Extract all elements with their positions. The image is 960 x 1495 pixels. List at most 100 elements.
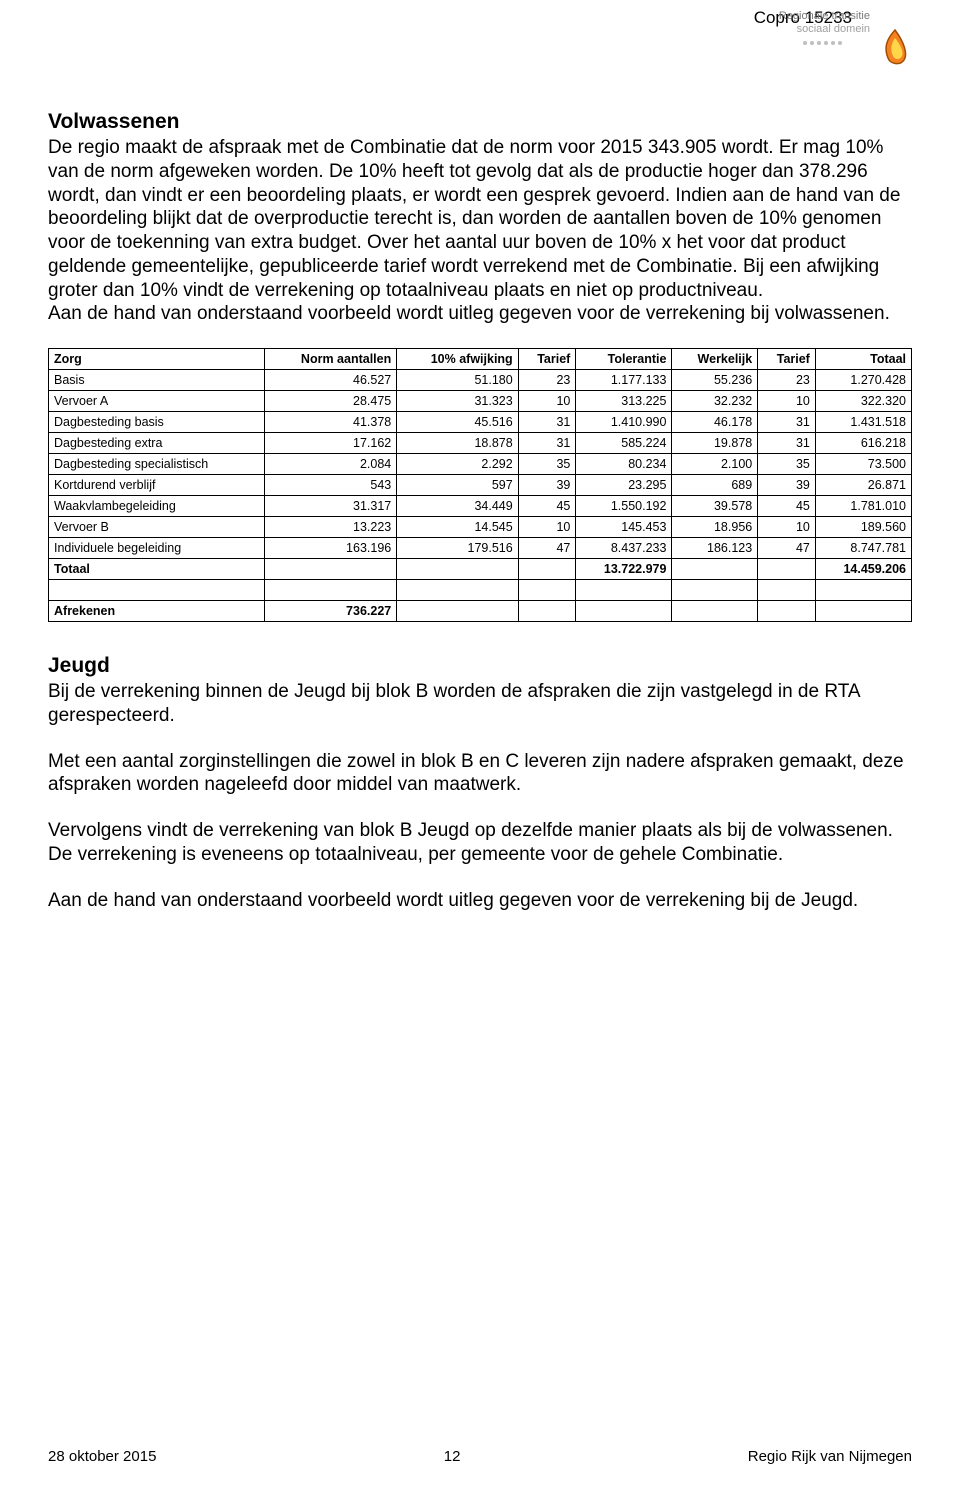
cell-value: 35 <box>518 454 576 475</box>
jeugd-heading: Jeugd <box>48 654 912 678</box>
cell-value: 45 <box>518 496 576 517</box>
empty-cell <box>397 580 518 601</box>
cell-value: 45.516 <box>397 412 518 433</box>
cell-label: Dagbesteding extra <box>49 433 265 454</box>
jeugd-p3: Vervolgens vindt de verrekening van blok… <box>48 819 912 867</box>
col-norm: Norm aantallen <box>264 349 396 370</box>
cell-value: 34.449 <box>397 496 518 517</box>
empty-cell <box>518 601 576 622</box>
logo-line1: Regionale transitie <box>779 10 870 22</box>
cell-value: 31.323 <box>397 391 518 412</box>
table-row-afrekenen: Afrekenen736.227 <box>49 601 912 622</box>
empty-cell <box>815 580 911 601</box>
cell-value: 31 <box>518 412 576 433</box>
cell-value: 10 <box>518 517 576 538</box>
totaal-value <box>672 559 758 580</box>
cell-value: 46.178 <box>672 412 758 433</box>
totaal-label: Totaal <box>49 559 265 580</box>
cell-label: Vervoer A <box>49 391 265 412</box>
cell-value: 45 <box>758 496 816 517</box>
cell-value: 145.453 <box>576 517 672 538</box>
afrekenen-label: Afrekenen <box>49 601 265 622</box>
cell-value: 31.317 <box>264 496 396 517</box>
cell-value: 2.292 <box>397 454 518 475</box>
table-row: Dagbesteding basis41.37845.516311.410.99… <box>49 412 912 433</box>
table-row: Vervoer A28.47531.32310313.22532.2321032… <box>49 391 912 412</box>
jeugd-p4: Aan de hand van onderstaand voorbeeld wo… <box>48 889 912 913</box>
cell-label: Dagbesteding specialistisch <box>49 454 265 475</box>
header-right: Copro 15233 Regionale transitie sociaal … <box>732 10 912 60</box>
cell-value: 689 <box>672 475 758 496</box>
totaal-value: 14.459.206 <box>815 559 911 580</box>
cell-label: Kortdurend verblijf <box>49 475 265 496</box>
empty-cell <box>518 580 576 601</box>
cell-value: 186.123 <box>672 538 758 559</box>
cell-label: Vervoer B <box>49 517 265 538</box>
table-row: Dagbesteding extra17.16218.87831585.2241… <box>49 433 912 454</box>
cell-value: 31 <box>518 433 576 454</box>
cell-value: 18.956 <box>672 517 758 538</box>
logo-line2: sociaal domein <box>797 23 870 35</box>
col-tolerantie: Tolerantie <box>576 349 672 370</box>
cell-value: 1.410.990 <box>576 412 672 433</box>
cell-value: 10 <box>758 517 816 538</box>
cell-label: Dagbesteding basis <box>49 412 265 433</box>
cell-value: 10 <box>758 391 816 412</box>
cell-value: 17.162 <box>264 433 396 454</box>
empty-cell <box>397 601 518 622</box>
cell-value: 1.431.518 <box>815 412 911 433</box>
cell-value: 1.550.192 <box>576 496 672 517</box>
cell-value: 14.545 <box>397 517 518 538</box>
zorg-table: Zorg Norm aantallen 10% afwijking Tarief… <box>48 348 912 622</box>
jeugd-p2: Met een aantal zorginstellingen die zowe… <box>48 750 912 798</box>
empty-cell <box>49 580 265 601</box>
table-row: Waakvlambegeleiding31.31734.449451.550.1… <box>49 496 912 517</box>
cell-value: 31 <box>758 433 816 454</box>
cell-value: 189.560 <box>815 517 911 538</box>
cell-value: 47 <box>758 538 816 559</box>
cell-label: Waakvlambegeleiding <box>49 496 265 517</box>
cell-value: 46.527 <box>264 370 396 391</box>
empty-cell <box>264 580 396 601</box>
afrekenen-value: 736.227 <box>264 601 396 622</box>
cell-value: 23 <box>518 370 576 391</box>
footer-page: 12 <box>444 1448 461 1465</box>
empty-cell <box>815 601 911 622</box>
cell-value: 41.378 <box>264 412 396 433</box>
cell-value: 55.236 <box>672 370 758 391</box>
empty-cell <box>576 601 672 622</box>
footer-org: Regio Rijk van Nijmegen <box>748 1448 912 1465</box>
cell-value: 73.500 <box>815 454 911 475</box>
totaal-value <box>264 559 396 580</box>
jeugd-p1: Bij de verrekening binnen de Jeugd bij b… <box>48 680 912 728</box>
cell-value: 616.218 <box>815 433 911 454</box>
cell-value: 39 <box>758 475 816 496</box>
cell-value: 23 <box>758 370 816 391</box>
col-zorg: Zorg <box>49 349 265 370</box>
table-row: Kortdurend verblijf5435973923.2956893926… <box>49 475 912 496</box>
content: Volwassenen De regio maakt de afspraak m… <box>48 110 912 912</box>
cell-value: 1.270.428 <box>815 370 911 391</box>
col-totaal: Totaal <box>815 349 911 370</box>
cell-value: 26.871 <box>815 475 911 496</box>
cell-value: 1.177.133 <box>576 370 672 391</box>
cell-value: 10 <box>518 391 576 412</box>
col-tarief2: Tarief <box>758 349 816 370</box>
cell-value: 19.878 <box>672 433 758 454</box>
cell-value: 2.084 <box>264 454 396 475</box>
cell-value: 322.320 <box>815 391 911 412</box>
footer-date: 28 oktober 2015 <box>48 1448 156 1465</box>
cell-label: Individuele begeleiding <box>49 538 265 559</box>
col-tarief1: Tarief <box>518 349 576 370</box>
cell-value: 8.747.781 <box>815 538 911 559</box>
table-row: Individuele begeleiding163.196179.516478… <box>49 538 912 559</box>
cell-value: 543 <box>264 475 396 496</box>
table-row-totaal: Totaal13.722.97914.459.206 <box>49 559 912 580</box>
totaal-value <box>397 559 518 580</box>
cell-value: 80.234 <box>576 454 672 475</box>
cell-value: 597 <box>397 475 518 496</box>
cell-value: 39.578 <box>672 496 758 517</box>
cell-value: 8.437.233 <box>576 538 672 559</box>
cell-value: 23.295 <box>576 475 672 496</box>
cell-value: 51.180 <box>397 370 518 391</box>
